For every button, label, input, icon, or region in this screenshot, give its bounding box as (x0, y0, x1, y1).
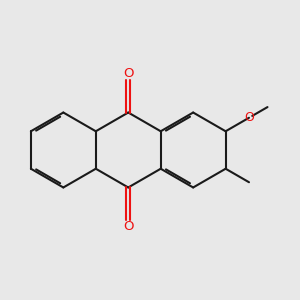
Text: O: O (244, 111, 254, 124)
Text: O: O (123, 220, 134, 233)
Text: O: O (123, 67, 134, 80)
